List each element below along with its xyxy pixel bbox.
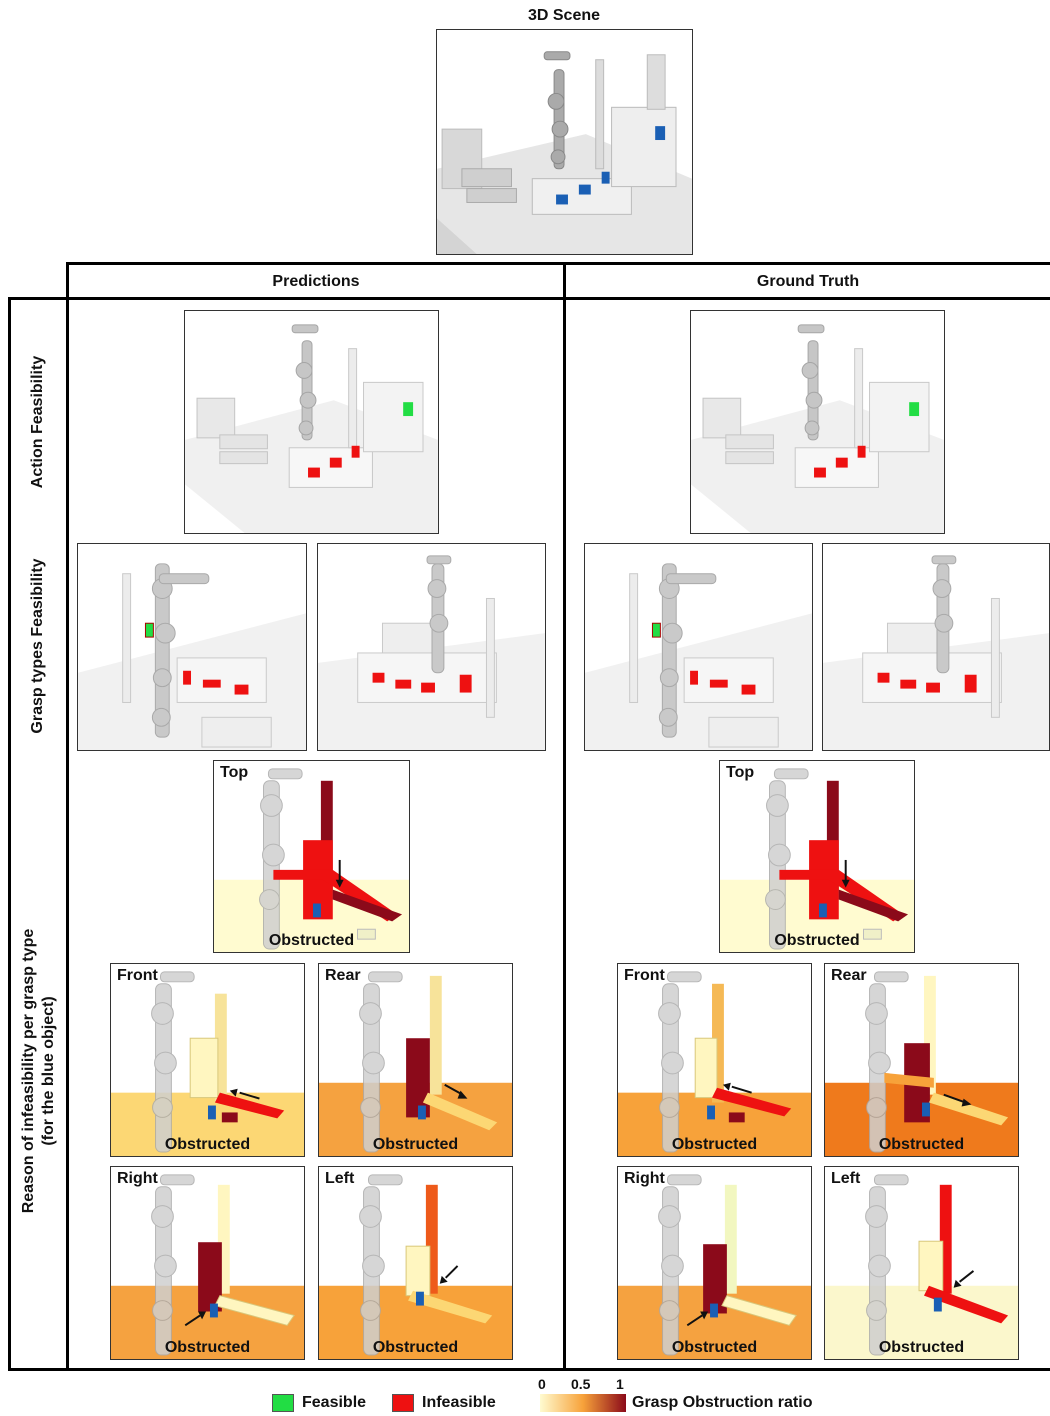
table-bottom-border — [8, 1368, 1050, 1371]
row-label-reason-line2: (for the blue object) — [40, 996, 57, 1146]
grasp-status: Obstructed — [878, 1339, 965, 1356]
grasp-status: Obstructed — [268, 932, 355, 949]
grasp-label-left: Left — [325, 1170, 355, 1187]
reason-rear-pred: Rear Obstructed — [318, 963, 513, 1157]
reason-front-gt: Front Obstructed — [617, 963, 812, 1157]
grasp-label-rear: Rear — [831, 967, 867, 984]
scale-tick-1: 1 — [616, 1376, 624, 1392]
grasp-label-rear: Rear — [325, 967, 361, 984]
row-label-reason-line1: Reason of infeasibility per grasp type — [20, 928, 37, 1214]
reason-left-gt: Left Obstructed — [824, 1166, 1019, 1360]
reason-top-gt: Top Obstructed — [719, 760, 915, 953]
legend-ratio-label: Grasp Obstruction ratio — [632, 1394, 813, 1411]
infeasible-swatch — [392, 1394, 414, 1412]
grasp-status: Obstructed — [671, 1136, 758, 1153]
reason-right-pred: Right Obstructed — [110, 1166, 305, 1360]
grasp-types-gt-2 — [822, 543, 1050, 751]
grasp-label-top: Top — [726, 764, 755, 781]
legend-feasible: Feasible — [302, 1394, 367, 1411]
grasp-types-pred-2 — [317, 543, 546, 751]
grasp-label-front: Front — [117, 967, 158, 984]
label-column-border — [66, 262, 69, 1371]
scale-tick-05: 0.5 — [571, 1376, 591, 1392]
grasp-label-left: Left — [831, 1170, 861, 1187]
table-top-border — [67, 262, 1050, 265]
row-label-reason: Reason of infeasibility per grasp type (… — [19, 901, 63, 1241]
grasp-label-front: Front — [624, 967, 665, 984]
grasp-types-gt-1 — [584, 543, 813, 751]
grasp-label-right: Right — [624, 1170, 665, 1187]
column-divider — [563, 262, 566, 1371]
grasp-label-right: Right — [117, 1170, 158, 1187]
grasp-types-pred-1 — [77, 543, 307, 751]
row-label-grasp-types: Grasp types Feasibility — [29, 558, 46, 734]
legend-infeasible: Infeasible — [422, 1394, 496, 1411]
scene-image — [436, 29, 693, 255]
grasp-status: Obstructed — [774, 932, 860, 949]
feasible-swatch — [272, 1394, 294, 1412]
reason-front-pred: Front Obstructed — [110, 963, 305, 1157]
grasp-status: Obstructed — [372, 1339, 459, 1356]
reason-right-gt: Right Obstructed — [617, 1166, 812, 1360]
grasp-label-top: Top — [220, 764, 249, 781]
grasp-status: Obstructed — [878, 1136, 965, 1153]
action-feasibility-pred — [184, 310, 439, 534]
reason-top-pred: Top Obstructed — [213, 760, 410, 953]
grasp-status: Obstructed — [372, 1136, 459, 1153]
grasp-status: Obstructed — [671, 1339, 758, 1356]
row-label-action-feasibility: Action Feasibility — [29, 355, 46, 489]
reason-rear-gt: Rear Obstructed — [824, 963, 1019, 1157]
left-border — [8, 297, 11, 1371]
column-header-ground-truth: Ground Truth — [756, 273, 860, 290]
reason-left-pred: Left Obstructed — [318, 1166, 513, 1360]
grasp-status: Obstructed — [164, 1339, 251, 1356]
header-bottom-border — [8, 297, 1050, 300]
grasp-status: Obstructed — [164, 1136, 251, 1153]
scale-tick-0: 0 — [538, 1376, 546, 1392]
action-feasibility-gt — [690, 310, 945, 534]
column-header-predictions: Predictions — [272, 273, 360, 290]
scene-title: 3D Scene — [527, 7, 601, 24]
color-scale-bar — [540, 1394, 626, 1412]
